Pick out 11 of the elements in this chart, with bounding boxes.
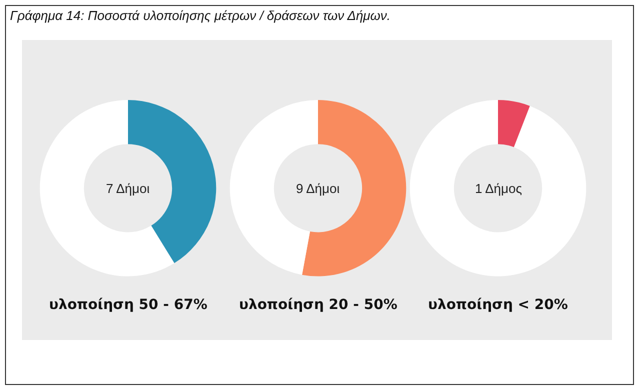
text: υλοποίηση 50 - 67%	[49, 297, 208, 313]
donut-slice	[40, 100, 174, 276]
text: υλοποίηση < 20%	[428, 297, 568, 313]
text: 7 Δήμοι	[106, 181, 150, 196]
text: υλοποίηση 20 - 50%	[239, 297, 398, 313]
text: 1 Δήμος	[475, 181, 522, 196]
donut-slice	[410, 100, 586, 276]
chart-title: Γράφημα 14: Ποσοστά υλοποίησης μέτρων / δράσεων των Δήμων.	[10, 8, 391, 23]
text: 9 Δήμοι	[296, 181, 340, 196]
donut-slice	[498, 100, 530, 148]
donut-slice	[302, 100, 406, 276]
